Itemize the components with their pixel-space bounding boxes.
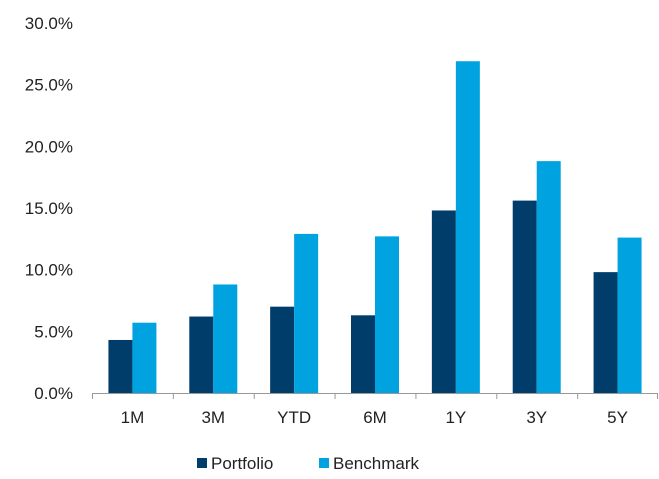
bar-portfolio-6m [351,315,375,393]
y-tick-label: 15.0% [25,199,73,218]
bar-benchmark-3y [536,161,561,393]
bar-benchmark-1y [455,61,480,393]
x-tick-label: 6M [363,408,387,427]
y-tick-label: 25.0% [25,76,73,95]
x-tick-label: 3Y [526,408,547,427]
y-tick-label: 5.0% [34,322,73,341]
y-tick-label: 10.0% [25,261,73,280]
bar-portfolio-3y [512,200,537,393]
bars [108,61,642,393]
legend-label-portfolio: Portfolio [211,454,273,473]
x-tick-label: 1M [121,408,145,427]
bar-portfolio-1y [431,210,456,393]
x-axis: 1M 3M YTD 6M 1Y 3Y 5Y [92,393,658,427]
y-tick-label: 30.0% [25,14,73,33]
x-tick-label: YTD [277,408,311,427]
legend-swatch-benchmark [319,458,329,468]
bar-portfolio-1m [108,339,133,393]
y-tick-label: 0.0% [34,384,73,403]
bar-benchmark-6m [375,236,399,393]
y-tick-label: 20.0% [25,137,73,156]
x-tick-label: 3M [201,408,225,427]
bar-portfolio-3m [189,316,214,393]
legend-swatch-portfolio [197,458,207,468]
bar-benchmark-3m [213,284,238,393]
bar-benchmark-1m [132,322,157,393]
bar-portfolio-ytd [270,306,295,393]
bar-benchmark-ytd [294,233,319,393]
bar-portfolio-5y [593,272,618,393]
x-tick-label: 1Y [445,408,466,427]
legend: Portfolio Benchmark [197,454,419,473]
x-tick-label: 5Y [607,408,628,427]
y-axis: 0.0% 5.0% 10.0% 15.0% 20.0% 25.0% 30.0% [25,14,73,403]
legend-label-benchmark: Benchmark [333,454,419,473]
bar-benchmark-5y [617,237,642,393]
